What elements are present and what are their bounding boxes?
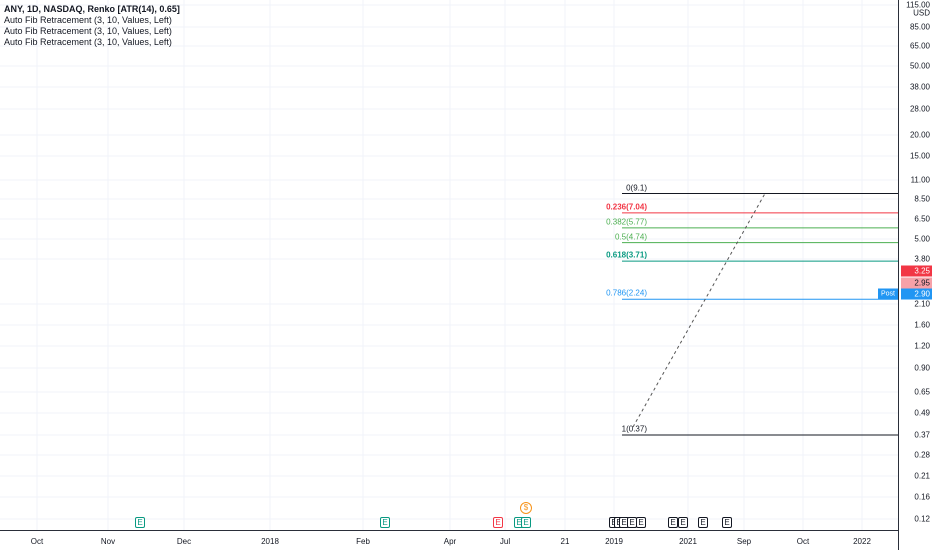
price-tick-label: 0.12	[914, 514, 930, 524]
price-tick-label: 2.10	[914, 299, 930, 309]
time-tick-label: Oct	[30, 537, 44, 546]
indicator-label-3[interactable]: Auto Fib Retracement (3, 10, Values, Lef…	[4, 37, 172, 47]
price-tick-label: 0.49	[914, 408, 930, 418]
earnings-event-icon[interactable]: E	[493, 517, 503, 528]
time-tick-label: Jul	[499, 537, 511, 546]
fib-level-label: 1(0.37)	[621, 424, 647, 434]
fib-level-label: 0.236(7.04)	[606, 202, 647, 212]
earnings-event-icon[interactable]: E	[636, 517, 646, 528]
fib-level-label: 0.5(4.74)	[614, 232, 647, 242]
time-tick-label: Nov	[100, 537, 116, 546]
currency-label[interactable]: USD	[913, 8, 930, 18]
time-axis[interactable]: Oct Nov Dec 2018 Feb Apr Jul 21 2019 2021 Sep Oct 20…	[0, 530, 898, 551]
earnings-event-icon[interactable]: E	[722, 517, 732, 528]
price-axis[interactable]: 115.00 USD 85.00 65.00 50.00 38.00 28.00 20.0…	[898, 0, 932, 550]
time-tick-label: 2018	[261, 537, 279, 546]
time-tick-label: Sep	[736, 537, 752, 546]
price-tick-label: 5.00	[914, 234, 930, 244]
indicator-label-2[interactable]: Auto Fib Retracement (3, 10, Values, Lef…	[4, 26, 172, 36]
earnings-event-icon[interactable]: E	[380, 517, 390, 528]
price-badge: 3.25	[901, 265, 932, 277]
time-tick-label: 21	[560, 537, 570, 546]
price-tick-label: 0.21	[914, 471, 930, 481]
price-badge: 2.95	[901, 277, 932, 289]
price-tick-label: 38.00	[909, 82, 930, 92]
price-tick-label: 50.00	[909, 61, 930, 71]
price-tick-label: 28.00	[909, 104, 930, 114]
earnings-event-icon[interactable]: E	[135, 517, 145, 528]
price-tick-label: 0.16	[914, 492, 930, 502]
price-tick-label: 8.50	[914, 194, 930, 204]
price-tick-label: 11.00	[910, 175, 930, 185]
price-label-top: 115.00	[906, 0, 930, 10]
price-tick-label: 1.20	[914, 341, 930, 351]
earnings-event-icon[interactable]: E	[521, 517, 531, 528]
time-tick-label: 2021	[679, 537, 697, 546]
price-tick-label: 1.60	[914, 320, 930, 330]
chart-canvas[interactable]	[0, 0, 898, 530]
chart-pane[interactable]: ANY, 1D, NASDAQ, Renko [ATR(14), 0.65] A…	[0, 0, 898, 530]
dividend-icon[interactable]: $	[520, 502, 532, 514]
price-badge: 2.90	[901, 288, 932, 300]
time-tick-label: Feb	[356, 537, 370, 546]
price-tick-label: 0.65	[914, 387, 930, 397]
earnings-event-icon[interactable]: E	[698, 517, 708, 528]
earnings-event-icon[interactable]: E	[678, 517, 688, 528]
price-tick-label: 20.00	[909, 130, 930, 140]
time-tick-label: 2019	[605, 537, 623, 546]
symbol-title[interactable]: ANY, 1D, NASDAQ, Renko [ATR(14), 0.65]	[4, 4, 180, 14]
price-tick-label: 6.50	[914, 214, 930, 224]
price-tick-label: 0.37	[914, 430, 930, 440]
earnings-event-icon[interactable]: E	[668, 517, 678, 528]
time-tick-label: Apr	[443, 537, 457, 546]
fib-level-label: 0.382(5.77)	[606, 217, 647, 227]
price-tick-label: 15.00	[909, 151, 930, 161]
fib-level-label: 0(9.1)	[626, 183, 647, 192]
time-tick-label: Oct	[796, 537, 810, 546]
fib-trend-line[interactable]	[632, 193, 766, 428]
price-tick-label: 65.00	[909, 41, 930, 51]
time-tick-label: Dec	[176, 537, 192, 546]
time-tick-label: 2022	[853, 537, 871, 546]
post-market-badge: Post	[878, 288, 898, 300]
price-tick-label: 0.90	[914, 363, 930, 373]
price-tick-label: 0.28	[914, 450, 930, 460]
price-tick-label: 85.00	[909, 22, 930, 32]
chart-legend: ANY, 1D, NASDAQ, Renko [ATR(14), 0.65] A…	[4, 4, 180, 48]
price-tick-label: 3.80	[914, 254, 930, 264]
indicator-label-1[interactable]: Auto Fib Retracement (3, 10, Values, Lef…	[4, 15, 172, 25]
fib-level-label: 0.618(3.71)	[606, 250, 647, 260]
fib-level-label: 0.786(2.24)	[606, 288, 647, 298]
